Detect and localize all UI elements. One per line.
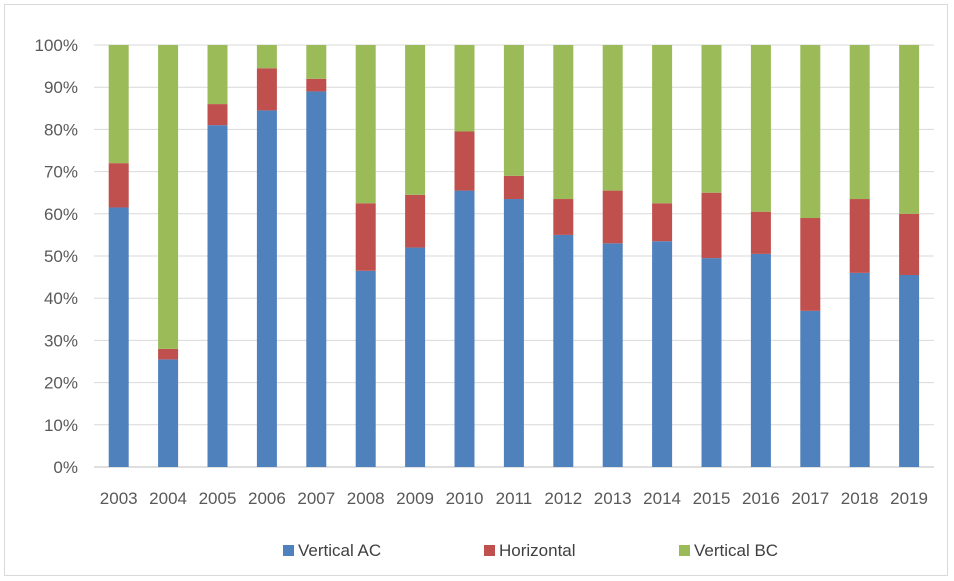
bar-segment-horizontal <box>602 190 623 244</box>
legend-label: Vertical AC <box>298 541 381 560</box>
bar-segment-vertical-bc <box>701 45 722 193</box>
bar-segment-horizontal <box>108 163 129 208</box>
x-tick-label: 2003 <box>100 489 138 508</box>
bar-segment-horizontal <box>899 213 920 275</box>
bar-segment-vertical-ac <box>503 199 524 467</box>
legend-swatch <box>484 545 495 556</box>
x-tick-label: 2007 <box>297 489 335 508</box>
bar-segment-vertical-bc <box>207 45 228 105</box>
bar-segment-vertical-ac <box>306 91 327 468</box>
bar-segment-vertical-ac <box>207 125 228 468</box>
bar-segment-vertical-bc <box>355 45 376 204</box>
bar-segment-horizontal <box>306 78 327 92</box>
bar-segment-vertical-bc <box>750 45 771 212</box>
bar-segment-vertical-bc <box>454 45 475 132</box>
bar-segment-vertical-ac <box>701 258 722 467</box>
x-tick-label: 2011 <box>496 489 533 508</box>
bar-segment-vertical-bc <box>652 45 673 204</box>
bar-segment-vertical-ac <box>108 207 129 467</box>
x-tick-label: 2013 <box>594 489 632 508</box>
x-tick-label: 2017 <box>791 489 829 508</box>
y-tick-label: 10% <box>44 416 78 435</box>
bar-segment-vertical-ac <box>602 243 623 467</box>
y-axis: 0% 10% 20% 30% 40% 50% 60% 70% 80% 90% 100% <box>35 36 78 477</box>
x-tick-label: 2006 <box>248 489 286 508</box>
bar-segment-horizontal <box>652 203 673 242</box>
legend-swatch <box>283 545 294 556</box>
y-tick-label: 30% <box>44 331 78 350</box>
y-tick-label: 20% <box>44 374 78 393</box>
bar-segment-vertical-ac <box>800 310 821 467</box>
y-tick-label: 70% <box>44 163 78 182</box>
bar-segment-horizontal <box>750 211 771 254</box>
bar-segment-vertical-ac <box>652 241 673 467</box>
legend-item: Horizontal <box>484 541 576 560</box>
y-tick-label: 0% <box>53 458 78 477</box>
bar-segment-horizontal <box>454 131 475 191</box>
bar-segment-horizontal <box>553 199 574 235</box>
bar-segment-vertical-ac <box>750 253 771 467</box>
bar-segment-vertical-ac <box>849 272 870 467</box>
y-tick-label: 40% <box>44 289 78 308</box>
bar-segment-vertical-bc <box>306 45 327 79</box>
x-tick-label: 2019 <box>890 489 928 508</box>
bar-segment-vertical-bc <box>800 45 821 219</box>
bar-segment-vertical-ac <box>355 270 376 467</box>
bar-segment-vertical-ac <box>899 274 920 467</box>
bar-segment-horizontal <box>207 104 228 126</box>
bar-segment-vertical-bc <box>405 45 426 195</box>
bar-segment-vertical-bc <box>602 45 623 191</box>
legend-swatch <box>679 545 690 556</box>
x-tick-label: 2008 <box>347 489 385 508</box>
x-tick-label: 2004 <box>149 489 187 508</box>
x-tick-label: 2014 <box>643 489 681 508</box>
bar-segment-horizontal <box>355 203 376 271</box>
bar-segment-vertical-bc <box>503 45 524 176</box>
bar-segment-horizontal <box>701 192 722 259</box>
bar-segment-vertical-ac <box>256 110 277 467</box>
y-tick-label: 60% <box>44 205 78 224</box>
bar-segment-horizontal <box>405 194 426 248</box>
legend-item: Vertical BC <box>679 541 778 560</box>
x-tick-label: 2016 <box>742 489 780 508</box>
bar-segment-vertical-ac <box>158 359 179 467</box>
bar-segment-vertical-ac <box>553 234 574 467</box>
bar-segment-horizontal <box>256 68 277 111</box>
bars <box>108 45 920 468</box>
x-tick-label: 2010 <box>446 489 484 508</box>
x-tick-label: 2015 <box>693 489 731 508</box>
y-tick-label: 80% <box>44 120 78 139</box>
legend-item: Vertical AC <box>283 541 381 560</box>
x-tick-label: 2009 <box>396 489 434 508</box>
bar-segment-vertical-bc <box>849 45 870 200</box>
bar-segment-vertical-bc <box>899 45 920 214</box>
y-tick-label: 50% <box>44 247 78 266</box>
y-tick-label: 90% <box>44 78 78 97</box>
bar-segment-horizontal <box>849 199 870 273</box>
bar-segment-vertical-bc <box>256 45 277 69</box>
bar-segment-vertical-bc <box>553 45 574 200</box>
x-axis: 2003 2004 2005 2006 2007 2008 2009 2010 2011 2012… <box>100 489 928 508</box>
x-tick-label: 2018 <box>841 489 879 508</box>
legend-label: Horizontal <box>499 541 576 560</box>
bar-segment-vertical-ac <box>454 190 475 467</box>
bar-segment-horizontal <box>503 175 524 200</box>
y-tick-label: 100% <box>35 36 78 55</box>
x-tick-label: 2012 <box>544 489 582 508</box>
bar-segment-vertical-bc <box>108 45 129 164</box>
legend-label: Vertical BC <box>694 541 778 560</box>
x-tick-label: 2005 <box>199 489 237 508</box>
bar-segment-vertical-bc <box>158 45 179 349</box>
bar-segment-vertical-ac <box>405 247 426 467</box>
bar-segment-horizontal <box>800 218 821 311</box>
bar-segment-horizontal <box>158 348 179 360</box>
legend: Vertical AC Horizontal Vertical BC <box>283 541 778 560</box>
